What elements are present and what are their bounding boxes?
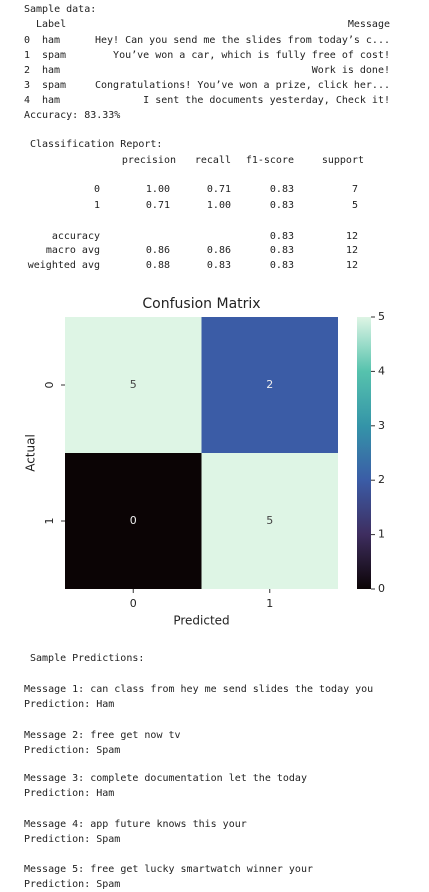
heatmap-cell [201,317,338,453]
row-index: 3 [24,80,31,91]
y-axis-label: Actual [24,434,38,472]
accuracy: Accuracy: 83.33% [24,110,121,121]
cell: 12 [345,260,358,271]
column-header: f1-score [245,155,294,166]
cell-label: 5 [130,378,137,391]
row-label: 1 [93,200,100,211]
cell: 0.83 [269,245,294,256]
heading: Classification Report: [30,139,163,150]
row-message: Congratulations! You’ve won a prize, cli… [94,80,390,91]
row-index: 1 [24,50,31,61]
prediction-result: Prediction: Ham [24,699,115,710]
column-header: precision [121,155,176,166]
colorbar-tick-label: 1 [378,528,385,541]
prediction-message: Message 1: can class from hey me send sl… [24,684,374,695]
row-label: weighted avg [27,260,100,271]
y-tick-label: 0 [43,382,56,389]
row-index: 2 [24,65,31,76]
row-message: I sent the documents yesterday, Check it… [143,95,390,106]
prediction-result: Prediction: Spam [24,879,121,890]
y-tick-label: 1 [43,518,56,525]
row-message: Work is done! [311,65,390,76]
colorbar [357,317,371,589]
colorbar-tick-label: 4 [378,364,385,377]
cell: 0.83 [269,231,294,242]
cell-label: 5 [266,514,273,527]
row-label: spam [42,80,67,91]
cell: 7 [351,184,358,195]
row-label: 0 [93,184,100,195]
x-tick-label: 1 [266,597,273,610]
heatmap-cell [65,317,202,453]
row-index: 4 [24,95,31,106]
cell-label: 2 [266,378,273,391]
row-message: Hey! Can you send me the slides from tod… [94,35,390,46]
cell: 1.00 [206,200,231,211]
row-label: accuracy [51,231,100,242]
cell: 5 [351,200,358,211]
cell: 0.86 [145,245,170,256]
prediction-message: Message 4: app future knows this your [24,819,247,830]
cell: 0.71 [145,200,170,211]
row-label: macro avg [45,245,100,256]
cell-label: 0 [130,514,137,527]
cell: 1.00 [145,184,170,195]
heatmap-cell [65,453,202,589]
column-header: recall [194,155,231,166]
colorbar-tick-label: 3 [378,419,385,432]
chart-title: Confusion Matrix [142,296,260,312]
cell: 12 [345,231,358,242]
prediction-result: Prediction: Spam [24,745,121,756]
prediction-message: Message 3: complete documentation let th… [24,773,307,784]
prediction-result: Prediction: Ham [24,788,115,799]
row-label: ham [42,95,61,106]
cell: 0.71 [206,184,231,195]
prediction-message: Message 2: free get now tv [24,730,181,741]
x-tick-label: 0 [130,597,137,610]
heading: Sample Predictions: [30,653,145,664]
prediction-result: Prediction: Spam [24,834,121,845]
row-label: ham [42,65,61,76]
row-label: ham [42,35,61,46]
cell: 0.83 [269,260,294,271]
prediction-message: Message 5: free get lucky smartwatch win… [24,864,313,875]
row-label: spam [42,50,67,61]
cell: 0.86 [206,245,231,256]
column-header: support [321,155,364,166]
column-header: Message [347,19,390,30]
cell: 0.88 [145,260,170,271]
cell: 0.83 [269,184,294,195]
colorbar-tick-label: 2 [378,473,385,486]
heading: Sample data: [24,4,97,15]
colorbar-tick-label: 0 [378,582,385,595]
heatmap-cell [201,453,338,589]
cell: 0.83 [269,200,294,211]
x-axis-label: Predicted [173,614,229,628]
row-message: You’ve won a car, which is fully free of… [113,50,390,61]
cell: 0.83 [206,260,231,271]
cell: 12 [345,245,358,256]
row-index: 0 [24,35,31,46]
column-header: Label [36,19,67,30]
colorbar-tick-label: 5 [378,310,385,323]
